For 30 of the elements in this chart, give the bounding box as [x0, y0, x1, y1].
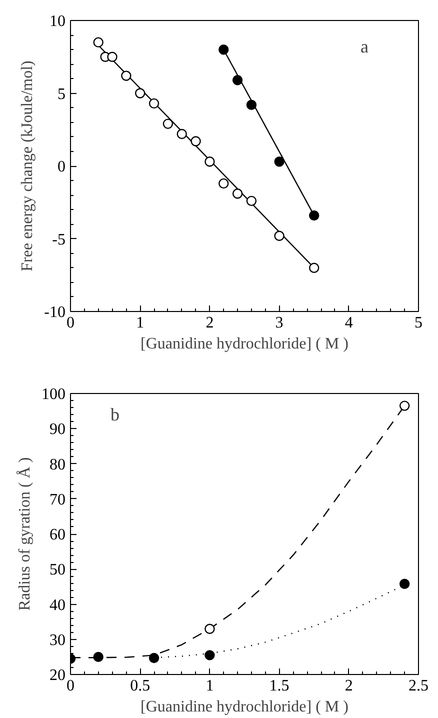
x-tick-label: 1.5 — [269, 678, 290, 694]
x-axis-title: [Guanidine hydrochloride] ( M ) — [140, 336, 348, 352]
y-tick-label: 60 — [50, 526, 66, 544]
x-tick-label: 1 — [136, 314, 144, 332]
y-tick-label: 0 — [58, 158, 66, 176]
y-tick-label: 80 — [50, 456, 66, 474]
x-tick-label: 1 — [206, 678, 214, 694]
x-tick-label: 0.5 — [130, 678, 150, 694]
x-tick-label: 2 — [344, 678, 353, 694]
x-tick-label: 4 — [344, 314, 353, 332]
y-tick-label: 10 — [50, 13, 66, 30]
y-axis-title: Free energy change (kJoule/mol) — [19, 60, 36, 272]
x-tick-label: 3 — [275, 314, 284, 332]
y-tick-label: 50 — [50, 562, 66, 579]
y-tick-label: 90 — [50, 421, 66, 438]
y-tick-label: -5 — [52, 231, 66, 248]
x-tick-label: 2 — [206, 314, 214, 332]
y-axis-title: Radius of gyration ( Å ) — [16, 457, 34, 611]
y-tick-label: -10 — [44, 304, 66, 321]
y-tick-label: 40 — [50, 596, 66, 614]
y-tick-label: 70 — [50, 491, 66, 508]
y-tick-label: 5 — [58, 86, 66, 103]
x-tick-label: 2.5 — [408, 678, 428, 694]
x-axis-title: [Guanidine hydrochloride] ( M ) — [140, 698, 348, 716]
annotation: b — [110, 404, 120, 424]
x-tick-label: 5 — [414, 314, 422, 332]
y-tick-label: 100 — [42, 386, 66, 403]
y-tick-label: 20 — [50, 667, 66, 684]
annotation: a — [360, 36, 368, 56]
y-tick-label: 30 — [50, 632, 66, 649]
